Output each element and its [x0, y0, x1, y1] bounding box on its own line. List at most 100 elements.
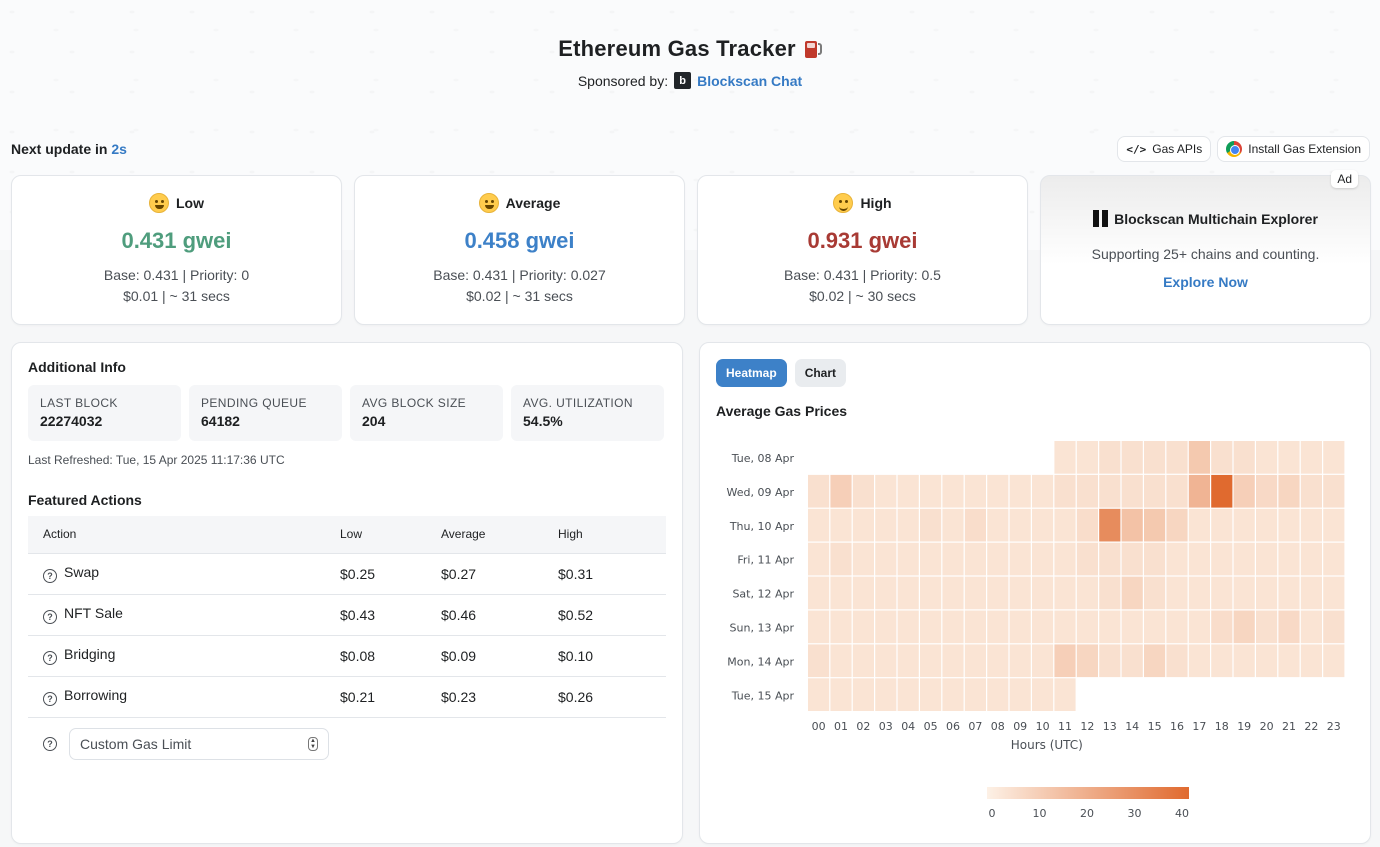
heatmap-cell [875, 542, 897, 576]
help-icon[interactable]: ? [43, 736, 57, 751]
heatmap-cell [1054, 542, 1076, 576]
heatmap-cell [897, 678, 919, 711]
ad-card[interactable]: Ad Blockscan Multichain Explorer Support… [1040, 170, 1371, 325]
x-tick-label: 13 [1103, 720, 1117, 733]
colorbar-tick-label: 0 [989, 807, 996, 820]
heatmap-cell [1032, 508, 1054, 542]
heatmap-cell [1256, 542, 1278, 576]
heatmap-cell [875, 474, 897, 508]
heatmap-cell [1054, 678, 1076, 711]
help-icon[interactable]: ? [43, 692, 57, 706]
y-tick-label: Sat, 12 Apr [732, 588, 794, 601]
heatmap-cell [1323, 576, 1345, 610]
heatmap-cell [1256, 610, 1278, 644]
y-tick-label: Sun, 13 Apr [730, 621, 795, 634]
heatmap-cell [964, 576, 986, 610]
heatmap-cell [987, 644, 1009, 678]
heatmap-cell [897, 542, 919, 576]
heatmap-cell [1032, 678, 1054, 711]
heatmap-cell [1121, 441, 1143, 474]
heatmap-cell [808, 576, 830, 610]
heatmap-cell [1099, 542, 1121, 576]
y-tick-label: Fri, 11 Apr [737, 554, 794, 567]
heatmap-cell [1233, 441, 1255, 474]
fuel-pump-icon [804, 39, 822, 59]
heatmap-cell [1300, 576, 1322, 610]
heatmap-cell [1256, 508, 1278, 542]
help-icon[interactable]: ? [43, 610, 57, 624]
heatmap-cell [1032, 576, 1054, 610]
heatmap-cell [1144, 441, 1166, 474]
heatmap-cell [852, 610, 874, 644]
x-tick-label: 12 [1080, 720, 1094, 733]
heatmap-cell [1323, 610, 1345, 644]
heatmap-cell [1099, 508, 1121, 542]
gas-detail-base: Base: 0.431 | Priority: 0.5 [784, 267, 941, 283]
heatmap-cell [920, 644, 942, 678]
heatmap-cell [1300, 508, 1322, 542]
heatmap-cell [1144, 644, 1166, 678]
heatmap-cell [1188, 610, 1210, 644]
heatmap-cell [1256, 576, 1278, 610]
column-header: Action [43, 527, 77, 542]
help-icon[interactable]: ? [43, 569, 57, 583]
heatmap-cell [1076, 474, 1098, 508]
tab-heatmap[interactable]: Heatmap [716, 359, 787, 387]
table-row: ? Swap $0.25 $0.27 $0.31 [28, 552, 666, 594]
ad-badge: Ad [1331, 170, 1358, 188]
heatmap-cell [920, 508, 942, 542]
install-extension-button[interactable]: Install Gas Extension [1217, 136, 1370, 162]
x-tick-label: 02 [856, 720, 870, 733]
heatmap-cell [875, 576, 897, 610]
heatmap-cell [942, 678, 964, 711]
heatmap-cell [830, 644, 852, 678]
x-tick-label: 21 [1282, 720, 1296, 733]
heatmap-cell [808, 678, 830, 711]
sponsor-link[interactable]: Blockscan Chat [697, 72, 803, 89]
colorbar-tick-label: 10 [1033, 807, 1047, 820]
heatmap-cell [1054, 441, 1076, 474]
heatmap-cell [852, 576, 874, 610]
heatmap-cell [1211, 576, 1233, 610]
heatmap-cell [1054, 508, 1076, 542]
gas-detail-cost: $0.01 | ~ 31 secs [123, 288, 230, 304]
heatmap-cell [1032, 610, 1054, 644]
custom-gas-limit-input[interactable]: Custom Gas Limit ▲ ▼ [69, 727, 329, 760]
featured-actions-table: Action Low Average High ? Swap $0.25 $0.2… [28, 516, 666, 718]
table-row: ? NFT Sale $0.43 $0.46 $0.52 [28, 593, 666, 635]
heatmap-cell [1076, 644, 1098, 678]
heatmap-cell [964, 508, 986, 542]
page-header: Ethereum Gas Tracker Sponsored by: b Blo… [0, 36, 1380, 91]
heatmap-cell [897, 610, 919, 644]
heatmap-cell [1166, 542, 1188, 576]
heatmap-cell [1144, 542, 1166, 576]
stepper-icon[interactable]: ▲ ▼ [308, 736, 318, 751]
table-row: ? Bridging $0.08 $0.09 $0.10 [28, 634, 666, 676]
heatmap-cell [964, 678, 986, 711]
heatmap-cell [1300, 610, 1322, 644]
gas-apis-button[interactable]: </> Gas APIs [1117, 136, 1212, 162]
heatmap-cell [1121, 576, 1143, 610]
x-tick-label: 04 [901, 720, 915, 733]
heatmap-cell [1211, 610, 1233, 644]
tab-chart[interactable]: Chart [794, 359, 847, 387]
heatmap-cell [1278, 474, 1300, 508]
heatmap-cell [964, 610, 986, 644]
colorbar [987, 787, 1189, 799]
heatmap-cell [1099, 610, 1121, 644]
heatmap-cell [920, 474, 942, 508]
x-tick-label: 20 [1260, 720, 1274, 733]
heatmap-cell [1233, 644, 1255, 678]
heatmap-cell [920, 610, 942, 644]
heatmap-cell [942, 508, 964, 542]
heatmap-cell [987, 508, 1009, 542]
heatmap-cell [1188, 474, 1210, 508]
heatmap-cell [1233, 610, 1255, 644]
heatmap-cell [1144, 576, 1166, 610]
explore-now-link[interactable]: Explore Now [1163, 274, 1248, 290]
heatmap-cell [830, 542, 852, 576]
stats-row: LAST BLOCK 22274032 PENDING QUEUE 64182 … [28, 385, 666, 441]
help-icon[interactable]: ? [43, 651, 57, 665]
chrome-icon [1226, 141, 1243, 157]
heatmap-cell [920, 576, 942, 610]
